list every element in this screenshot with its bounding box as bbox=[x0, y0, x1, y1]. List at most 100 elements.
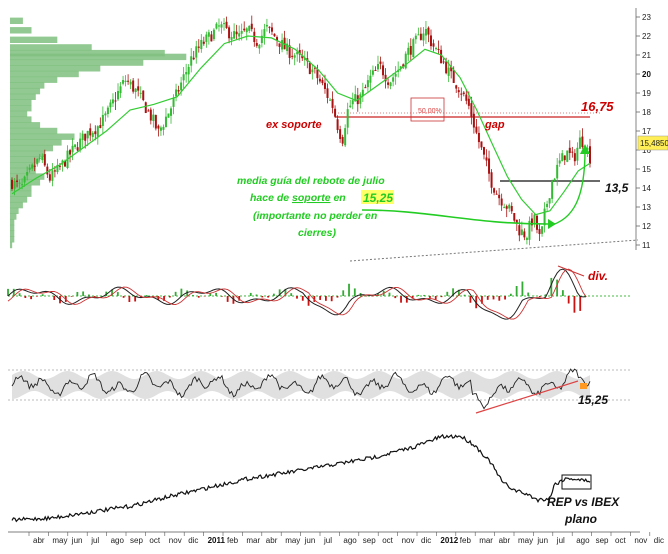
arrow-head-2 bbox=[580, 144, 590, 154]
candle-body bbox=[435, 48, 438, 50]
macd-hist-bar bbox=[12, 288, 15, 296]
x-tick-label: jun bbox=[536, 536, 548, 545]
candle-body bbox=[248, 25, 251, 31]
candle-body bbox=[321, 79, 324, 84]
rs-label-line-1: REP vs IBEX bbox=[547, 495, 620, 509]
relative-strength-pane: REP vs IBEX plano bbox=[11, 433, 620, 526]
candle-body bbox=[296, 51, 299, 55]
candle-body bbox=[475, 126, 478, 133]
candle-body bbox=[197, 46, 200, 48]
candle-body bbox=[341, 137, 344, 144]
candle-body bbox=[288, 45, 291, 58]
macd-hist-bar bbox=[475, 296, 478, 309]
y-tick-label: 12 bbox=[642, 222, 651, 231]
macd-hist-bar bbox=[244, 295, 246, 296]
macd-hist-bar bbox=[215, 292, 217, 296]
candle-body bbox=[535, 215, 538, 230]
candle-body bbox=[278, 43, 281, 47]
note-line-1: media guía del rebote de julio bbox=[237, 175, 385, 187]
candle-body bbox=[437, 48, 440, 50]
macd-histogram bbox=[7, 277, 587, 313]
candle-body bbox=[389, 82, 392, 87]
macd-hist-bar bbox=[325, 296, 327, 301]
candle-body bbox=[33, 165, 36, 167]
ex-soporte-label: ex soporte bbox=[266, 119, 322, 131]
macd-hist-bar bbox=[284, 288, 287, 296]
candle-body bbox=[505, 206, 508, 209]
x-tick-label: may bbox=[518, 536, 533, 545]
volume-profile-bar bbox=[10, 44, 92, 51]
candle-body bbox=[573, 153, 576, 162]
macd-hist-bar bbox=[452, 288, 454, 296]
candle-body bbox=[440, 49, 443, 64]
macd-hist-bar bbox=[180, 288, 183, 296]
candle-body bbox=[129, 81, 132, 85]
macd-hist-bar bbox=[348, 283, 350, 296]
x-tick-label: mar bbox=[479, 536, 493, 545]
candle-body bbox=[96, 126, 99, 137]
candle-body bbox=[86, 130, 89, 139]
candle-body bbox=[318, 78, 321, 82]
candle-body bbox=[132, 80, 135, 92]
candle-body bbox=[369, 75, 372, 83]
candle-body bbox=[111, 99, 114, 104]
candle-body bbox=[215, 23, 218, 29]
candle-body bbox=[303, 58, 306, 61]
candle-body bbox=[518, 225, 521, 236]
candle-body bbox=[276, 37, 279, 41]
candle-body bbox=[523, 231, 526, 238]
candle-body bbox=[493, 188, 496, 193]
candle-body bbox=[200, 39, 203, 50]
candle-body bbox=[500, 198, 503, 206]
osc-last-marker bbox=[580, 383, 587, 389]
candle-body bbox=[91, 132, 94, 137]
candle-body bbox=[117, 91, 120, 100]
candle-body bbox=[301, 55, 304, 59]
volume-profile-bar bbox=[10, 201, 23, 209]
volume-profile bbox=[10, 17, 187, 249]
macd-signal-line bbox=[7, 268, 587, 320]
macd-hist-bar bbox=[226, 296, 229, 302]
x-tick-label: 2012 bbox=[440, 536, 458, 545]
y-tick-label: 15 bbox=[642, 165, 651, 174]
volume-profile-bar bbox=[10, 156, 41, 163]
candle-body bbox=[195, 46, 198, 58]
candle-body bbox=[202, 41, 205, 44]
candle-body bbox=[220, 24, 223, 28]
x-tick-label: may bbox=[285, 536, 300, 545]
candle-body bbox=[581, 136, 584, 147]
candle-body bbox=[190, 56, 193, 66]
macd-hist-bar bbox=[192, 294, 194, 296]
x-tick-label: ago bbox=[343, 536, 357, 545]
x-tick-label: oct bbox=[382, 536, 393, 545]
candle-body bbox=[477, 132, 480, 143]
candle-body bbox=[432, 43, 435, 47]
candle-body bbox=[399, 66, 402, 70]
price-pane: 23 22 21 20 19 18 17 16 15 14 13 12 11 15,4850 50,00… bbox=[10, 8, 668, 262]
volume-profile-bar bbox=[10, 196, 28, 203]
y-tick-label: 20 bbox=[642, 70, 651, 79]
macd-hist-bar bbox=[457, 289, 460, 296]
candle-body bbox=[445, 61, 448, 74]
x-tick-label: may bbox=[52, 536, 67, 545]
volume-profile-bar bbox=[10, 99, 32, 106]
macd-hist-bar bbox=[168, 296, 171, 298]
candle-body bbox=[382, 65, 385, 76]
candle-body bbox=[258, 44, 261, 49]
candle-body bbox=[339, 129, 342, 139]
note-value: 15,25 bbox=[363, 191, 393, 205]
macd-hist-bar bbox=[492, 296, 495, 300]
candle-body bbox=[414, 35, 417, 40]
macd-hist-bar bbox=[301, 296, 304, 301]
x-tick-label: sep bbox=[363, 536, 376, 545]
volume-profile-bar bbox=[10, 27, 32, 34]
candle-body bbox=[404, 53, 407, 69]
candle-body bbox=[281, 40, 284, 50]
candle-body bbox=[21, 184, 24, 186]
candle-body bbox=[228, 27, 231, 39]
x-tick-label: jun bbox=[304, 536, 316, 545]
candle-body bbox=[142, 90, 145, 101]
volume-profile-bar bbox=[10, 213, 17, 220]
volume-profile-bar bbox=[10, 17, 23, 24]
candle-body bbox=[528, 220, 531, 240]
